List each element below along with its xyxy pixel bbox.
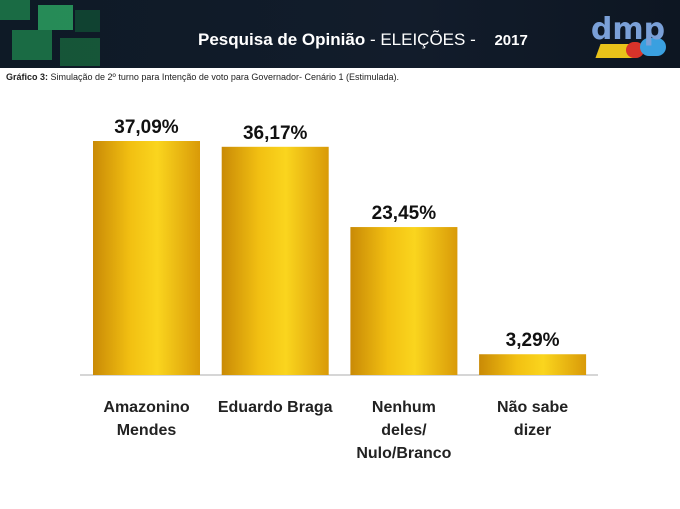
bar: [479, 354, 587, 375]
category-label: Nenhum: [372, 399, 436, 416]
category-label: Não sabe: [497, 399, 568, 416]
value-label: 3,29%: [506, 330, 560, 351]
category-label: dizer: [514, 422, 551, 439]
header-banner: Pesquisa de Opinião - ELEIÇÕES - 2017 dm…: [0, 0, 680, 68]
bar: [221, 146, 329, 375]
value-label: 23,45%: [372, 203, 437, 224]
value-label: 36,17%: [243, 123, 308, 144]
category-label: Amazonino: [103, 399, 189, 416]
title-bold: Pesquisa de Opinião: [198, 30, 366, 49]
decor-square: [60, 38, 100, 66]
value-label: 37,09%: [114, 117, 179, 138]
title-year: 2017: [494, 32, 528, 49]
category-label: Mendes: [117, 422, 177, 439]
bar: [350, 227, 458, 375]
page-title: Pesquisa de Opinião - ELEIÇÕES - 2017: [198, 30, 528, 50]
title-rest: - ELEIÇÕES -: [365, 30, 481, 49]
category-label: Nulo/Branco: [356, 445, 451, 462]
category-label: deles/: [381, 422, 427, 439]
bar: [93, 141, 200, 375]
decor-square: [12, 30, 52, 60]
decor-square: [38, 5, 73, 30]
caption-label: Gráfico 3:: [6, 72, 49, 82]
chart-caption: Gráfico 3: Simulação de 2º turno para In…: [6, 72, 399, 82]
caption-text: Simulação de 2º turno para Intenção de v…: [48, 72, 399, 82]
decor-square: [0, 0, 30, 20]
decor-square: [75, 10, 100, 32]
category-label: Eduardo Braga: [218, 399, 333, 416]
dmp-logo: dmp: [588, 8, 668, 63]
logo-text: dmp: [590, 12, 666, 47]
